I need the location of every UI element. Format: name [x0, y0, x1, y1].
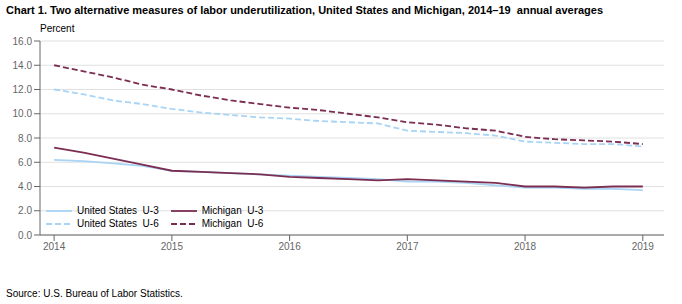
svg-text:2015: 2015 — [161, 241, 184, 252]
svg-text:16.0: 16.0 — [13, 36, 33, 47]
svg-text:2017: 2017 — [396, 241, 419, 252]
html-text:Source: U.S. Bureau of Labor S: Source: U.S. Bureau of Labor Statistics. — [6, 288, 183, 299]
svg-text:2.0: 2.0 — [18, 205, 32, 216]
html-text:Percent: Percent — [40, 23, 75, 34]
svg-text:2014: 2014 — [43, 241, 66, 252]
svg-text:0.0: 0.0 — [18, 230, 32, 241]
svg-text:4.0: 4.0 — [18, 181, 32, 192]
svg-text:2016: 2016 — [278, 241, 301, 252]
svg-text:14.0: 14.0 — [13, 60, 33, 71]
html-text:Chart 1. Two alternative measu: Chart 1. Two alternative measures of lab… — [6, 4, 603, 16]
svg-text:2018: 2018 — [514, 241, 537, 252]
svg-text:2019: 2019 — [632, 241, 655, 252]
html-text:Michigan U-6: Michigan U-6 — [201, 218, 264, 229]
html-text:United States U-6: United States U-6 — [77, 218, 159, 229]
svg-text:8.0: 8.0 — [18, 133, 32, 144]
svg-text:12.0: 12.0 — [13, 84, 33, 95]
svg-text:6.0: 6.0 — [18, 157, 32, 168]
svg-text:10.0: 10.0 — [13, 108, 33, 119]
html-text:United States U-3: United States U-3 — [77, 205, 159, 216]
html-text:Michigan U-3: Michigan U-3 — [201, 205, 264, 216]
